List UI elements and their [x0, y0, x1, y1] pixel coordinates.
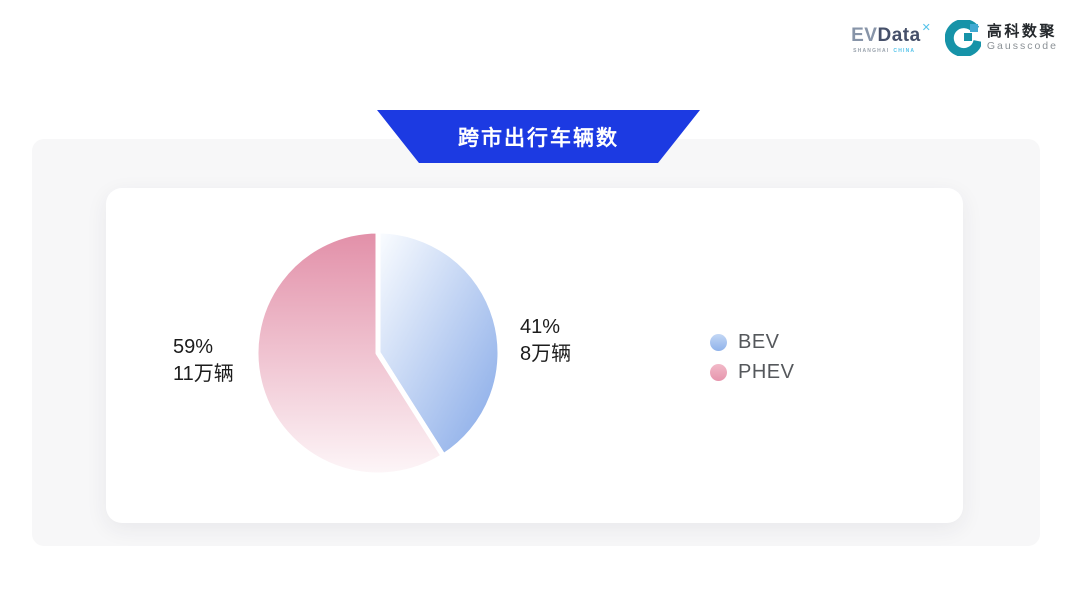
gausscode-icon — [944, 19, 983, 58]
evdata-logo: EV Data ✕ SHANGHAI CHINA — [851, 22, 931, 55]
legend-item-bev[interactable]: BEV — [710, 331, 794, 354]
gausscode-en-label: Gausscode — [986, 40, 1058, 53]
bev-amount-label: 8万辆 — [520, 343, 572, 365]
legend-label-bev: BEV — [738, 331, 780, 353]
evdata-ev-text: EV — [851, 25, 878, 46]
gausscode-cn-label: 高科数聚 — [986, 23, 1057, 41]
legend-swatch-bev — [710, 334, 727, 351]
gausscode-logo: 高科数聚 Gausscode — [944, 19, 1058, 58]
evdata-data-text: Data — [877, 25, 921, 46]
pie-chart[interactable] — [106, 188, 963, 523]
evdata-sub-right: CHINA — [893, 48, 916, 54]
logo-strip: EV Data ✕ SHANGHAI CHINA 高科数聚 Gausscode — [851, 19, 1058, 58]
gausscode-text: 高科数聚 Gausscode — [987, 23, 1058, 53]
evdata-x-icon: ✕ — [921, 22, 931, 34]
legend-swatch-phev — [710, 364, 727, 381]
slice-label-bev: 41% 8万辆 — [520, 314, 571, 368]
chart-card: 59% 11万辆 41% 8万辆 BEV PHEV — [106, 188, 963, 523]
slice-label-phev: 59% 11万辆 — [173, 334, 234, 388]
pie-slices — [253, 228, 503, 478]
evdata-subtext: SHANGHAI CHINA — [851, 48, 931, 54]
evdata-wordmark: EV Data ✕ — [851, 22, 931, 46]
pie-slice-phev[interactable] — [253, 228, 446, 478]
title-banner: 跨市出行车辆数 — [377, 110, 700, 163]
page-title: 跨市出行车辆数 — [458, 126, 619, 150]
phev-amount-label: 11万辆 — [173, 363, 234, 385]
evdata-sub-left: SHANGHAI — [853, 48, 890, 54]
legend-label-phev: PHEV — [738, 361, 795, 383]
bev-percent-label: 41% — [520, 316, 561, 338]
chart-legend: BEV PHEV — [710, 331, 794, 384]
phev-percent-label: 59% — [173, 336, 214, 358]
legend-item-phev[interactable]: PHEV — [710, 361, 794, 384]
